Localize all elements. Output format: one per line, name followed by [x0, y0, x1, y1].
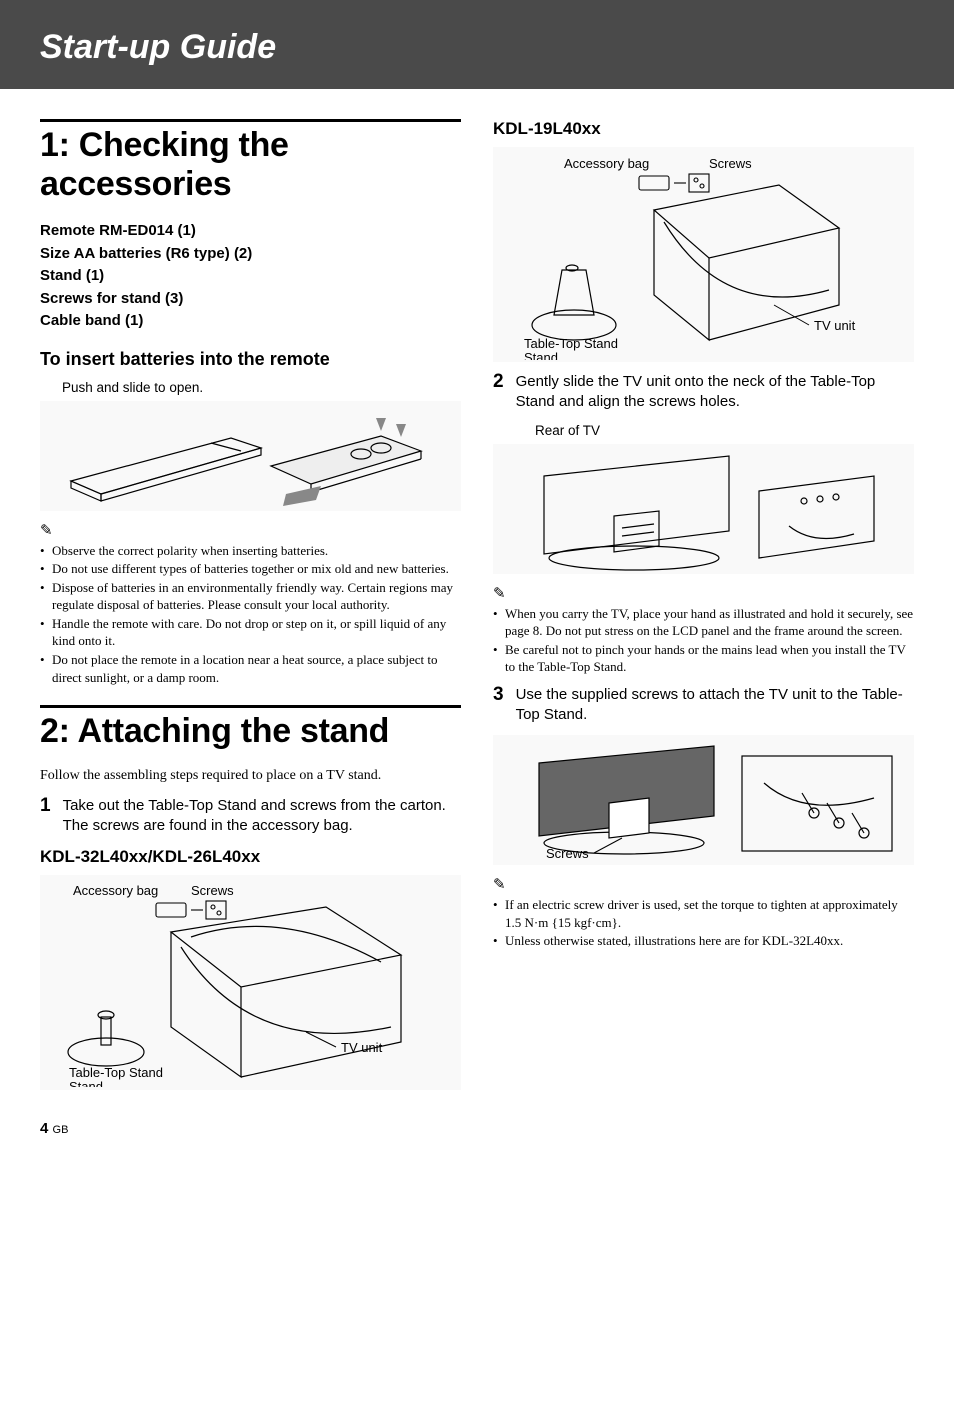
accessories-list: Remote RM-ED014 (1) Size AA batteries (R… [40, 220, 461, 333]
section-1-title: 1: Checking the accessories [40, 126, 461, 204]
list-item: Do not place the remote in a location ne… [40, 651, 461, 686]
step-number: 3 [493, 685, 504, 726]
content-area: 1: Checking the accessories Remote RM-ED… [0, 89, 954, 1110]
step-1: 1 Take out the Table-Top Stand and screw… [40, 796, 461, 837]
model-a-heading: KDL-32L40xx/KDL-26L40xx [40, 847, 461, 867]
guide-title: Start-up Guide [40, 28, 914, 67]
right-column: KDL-19L40xx Accessory bag Screws [493, 119, 914, 1100]
note-icon: ✎ [40, 521, 461, 540]
battery-notes: Observe the correct polarity when insert… [40, 542, 461, 686]
label-stand: Table-Top Stand [524, 336, 618, 351]
list-item: Stand (1) [40, 265, 461, 288]
step-text: Gently slide the TV unit onto the neck o… [516, 372, 914, 413]
list-item: Do not use different types of batteries … [40, 560, 461, 578]
model-a-figure: Accessory bag Screws [40, 875, 461, 1090]
list-item: When you carry the TV, place your hand a… [493, 605, 914, 640]
list-item: Remote RM-ED014 (1) [40, 220, 461, 243]
step-2: 2 Gently slide the TV unit onto the neck… [493, 372, 914, 413]
left-column: 1: Checking the accessories Remote RM-ED… [40, 119, 461, 1100]
section-2-intro: Follow the assembling steps required to … [40, 767, 461, 786]
page-region: GB [53, 1124, 69, 1136]
step-number: 2 [493, 372, 504, 413]
remote-figure [40, 401, 461, 511]
page-number: 4 [40, 1120, 48, 1137]
step-text: Use the supplied screws to attach the TV… [516, 685, 914, 726]
step-text: Take out the Table-Top Stand and screws … [63, 796, 461, 837]
final-notes: If an electric screw driver is used, set… [493, 896, 914, 950]
label-accessory-bag: Accessory bag [73, 883, 158, 898]
page-footer: 4 GB [0, 1110, 954, 1157]
list-item: Unless otherwise stated, illustrations h… [493, 932, 914, 950]
divider [40, 119, 461, 122]
push-slide-caption: Push and slide to open. [62, 380, 461, 395]
header-band: Start-up Guide [0, 0, 954, 89]
label-accessory-bag: Accessory bag [564, 156, 649, 171]
list-item: Handle the remote with care. Do not drop… [40, 615, 461, 650]
note-icon: ✎ [493, 875, 914, 894]
rear-figure [493, 444, 914, 574]
list-item: If an electric screw driver is used, set… [493, 896, 914, 931]
list-item: Size AA batteries (R6 type) (2) [40, 243, 461, 266]
carry-notes: When you carry the TV, place your hand a… [493, 605, 914, 676]
step-number: 1 [40, 796, 51, 837]
label-stand: Table-Top Stand [69, 1065, 163, 1080]
label-tv: TV unit [814, 318, 856, 333]
section-2-title: 2: Attaching the stand [40, 712, 461, 751]
screws-figure: Screws [493, 735, 914, 865]
list-item: Be careful not to pinch your hands or th… [493, 641, 914, 676]
label-tv: TV unit [341, 1040, 383, 1055]
list-item: Observe the correct polarity when insert… [40, 542, 461, 560]
list-item: Cable band (1) [40, 310, 461, 333]
svg-text:Stand: Stand [69, 1079, 103, 1087]
rear-caption: Rear of TV [535, 423, 914, 438]
model-b-heading: KDL-19L40xx [493, 119, 914, 139]
model-b-figure: Accessory bag Screws [493, 147, 914, 362]
svg-text:Stand: Stand [524, 350, 558, 360]
label-screws: Screws [546, 846, 589, 861]
insert-batteries-heading: To insert batteries into the remote [40, 349, 461, 370]
label-screws: Screws [191, 883, 234, 898]
note-icon: ✎ [493, 584, 914, 603]
step-3: 3 Use the supplied screws to attach the … [493, 685, 914, 726]
label-screws: Screws [709, 156, 752, 171]
divider [40, 705, 461, 708]
list-item: Dispose of batteries in an environmental… [40, 579, 461, 614]
list-item: Screws for stand (3) [40, 288, 461, 311]
